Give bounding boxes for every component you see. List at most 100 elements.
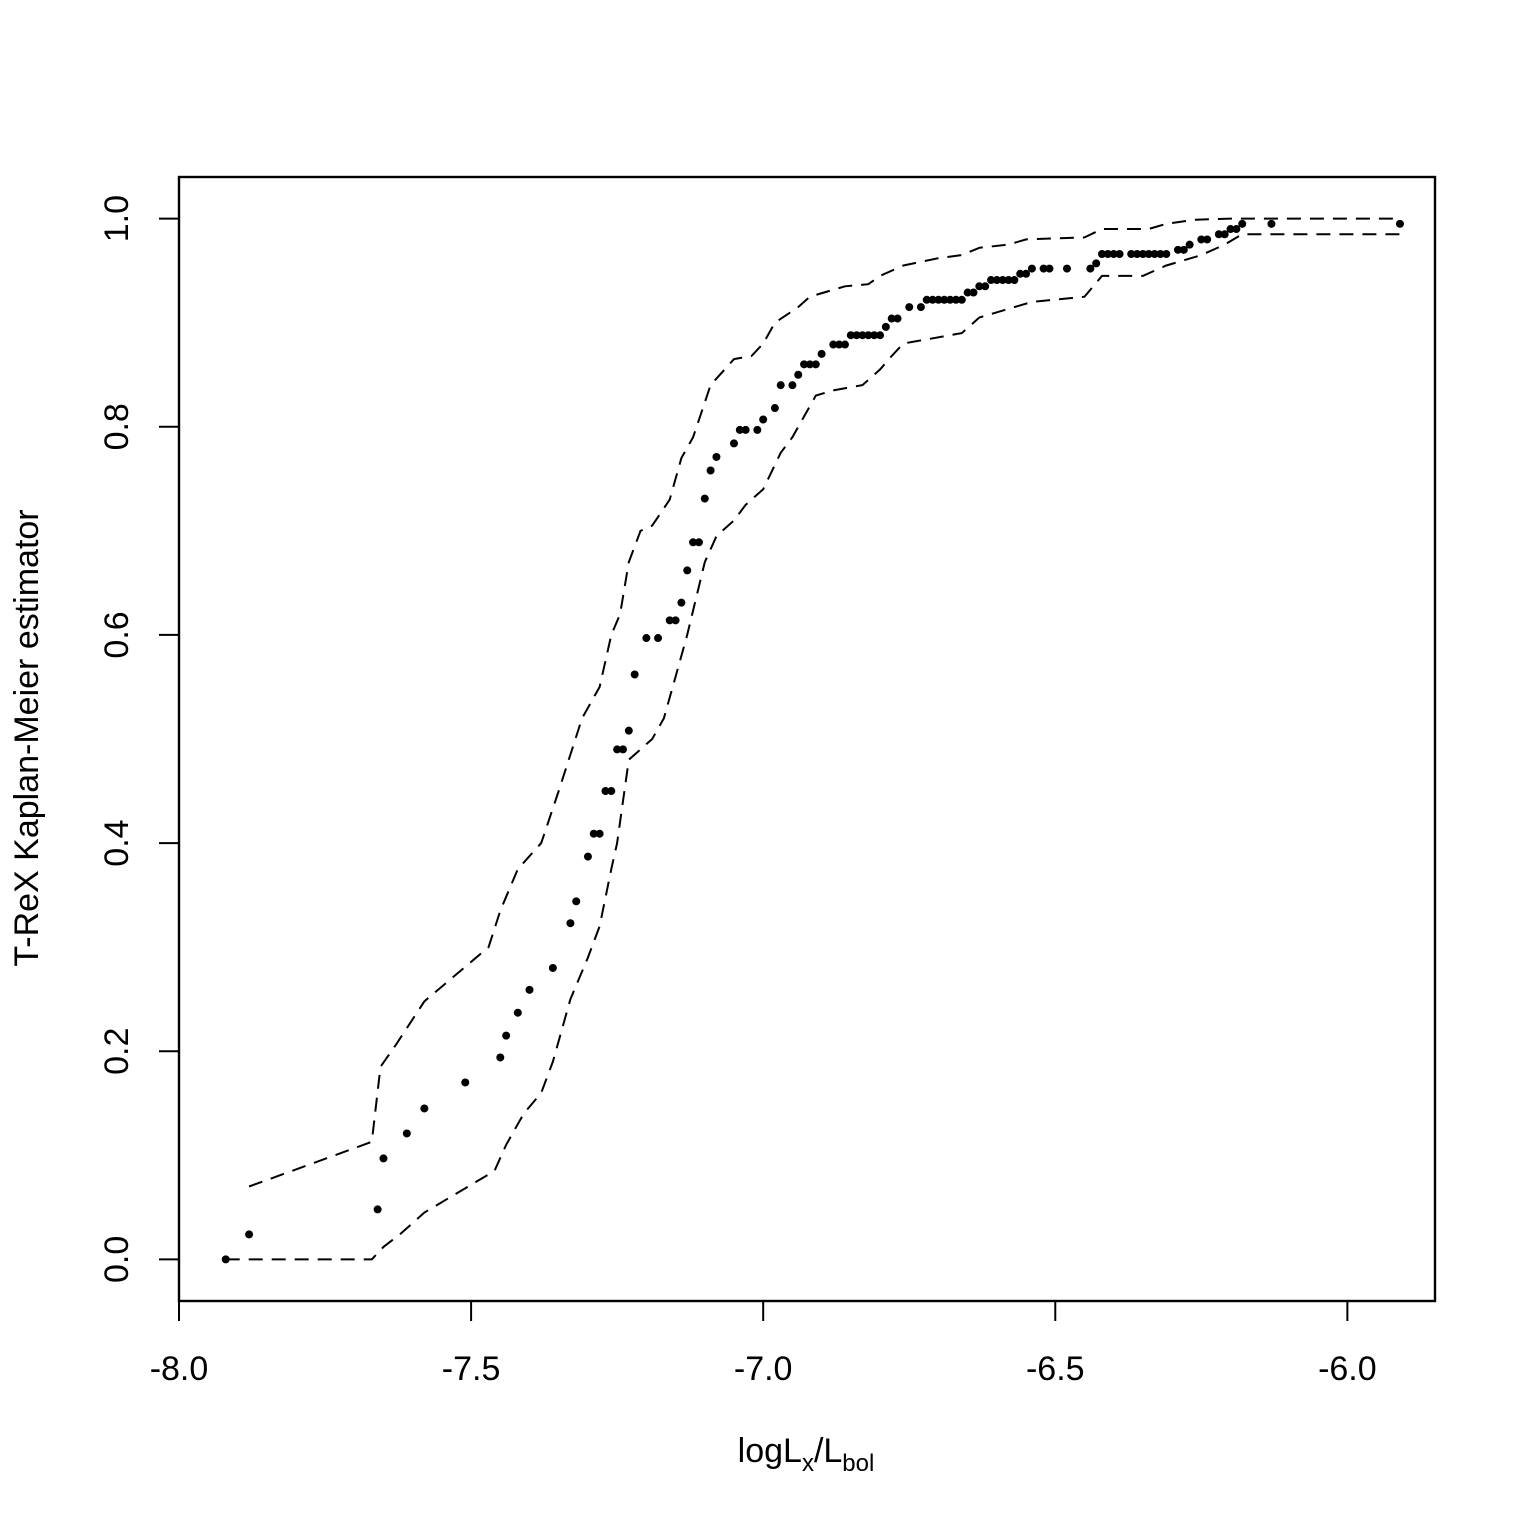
km-estimate-point: [951, 295, 960, 304]
km-estimate-point: [624, 726, 633, 735]
km-estimate-point: [858, 331, 867, 340]
km-estimate-point: [805, 360, 814, 369]
km-estimate-point: [753, 425, 762, 434]
km-estimate-point: [835, 340, 844, 349]
km-estimate-point: [420, 1104, 429, 1113]
km-estimate-point: [876, 331, 885, 340]
km-estimate-point: [1039, 264, 1048, 273]
km-estimate-point: [630, 670, 639, 679]
km-estimate-point: [1016, 269, 1025, 278]
km-estimate-point: [1086, 264, 1095, 273]
km-estimate-point: [642, 634, 651, 643]
km-estimate-point: [1027, 264, 1036, 273]
km-estimate-point: [864, 331, 873, 340]
km-estimate-point: [496, 1053, 505, 1062]
km-estimate-point: [1395, 219, 1404, 228]
km-estimate-point: [601, 787, 610, 796]
km-estimate-point: [940, 295, 949, 304]
km-estimate-point: [957, 295, 966, 304]
km-estimate-point: [1150, 250, 1159, 259]
km-estimate-point: [1062, 264, 1071, 273]
km-estimate-point: [461, 1078, 470, 1087]
km-estimate-point: [1144, 250, 1153, 259]
km-estimate-point: [1133, 250, 1142, 259]
km-estimate-point: [689, 538, 698, 547]
km-estimate-point: [788, 381, 797, 390]
km-estimate-point: [1103, 250, 1112, 259]
km-estimate-point: [572, 897, 581, 906]
km-estimate-point: [1203, 235, 1212, 244]
km-estimate-point: [379, 1154, 388, 1163]
km-estimate-point: [800, 360, 809, 369]
y-tick-label: 0.0: [98, 1236, 136, 1283]
km-estimate-point: [969, 288, 978, 297]
km-estimate-point: [893, 314, 902, 323]
km-estimate-point: [840, 340, 849, 349]
km-estimate-point: [502, 1031, 511, 1040]
x-tick-label: -6.5: [1026, 1350, 1085, 1388]
km-estimate-point: [1162, 250, 1171, 259]
km-estimate-point: [735, 425, 744, 434]
y-axis: 0.0 0.2 0.4 0.6 0.8 1.0: [98, 195, 180, 1283]
km-estimate-point: [905, 303, 914, 312]
x-tick-label: -7.0: [734, 1350, 793, 1388]
km-estimate-point: [245, 1230, 254, 1239]
km-estimate-point: [759, 415, 768, 424]
x-tick-label: -8.0: [150, 1350, 209, 1388]
km-estimate-point: [1267, 219, 1276, 228]
km-estimate-point: [665, 616, 674, 625]
confidence-band-line: [248, 217, 1400, 1188]
km-estimate-point: [694, 538, 703, 547]
km-estimate-point: [1156, 250, 1165, 259]
km-estimate-point: [928, 295, 937, 304]
km-estimate-point: [741, 425, 750, 434]
km-estimate-point: [566, 919, 575, 928]
km-estimate-point: [998, 276, 1007, 285]
km-estimate-point: [548, 963, 557, 972]
km-estimate-point: [525, 985, 534, 994]
y-tick-label: 0.2: [98, 1028, 136, 1075]
series-layer: [221, 217, 1404, 1264]
y-axis-title: T-ReX Kaplan-Meier estimator: [8, 509, 46, 966]
plot-frame: [177, 175, 1437, 1303]
km-estimate-point: [613, 745, 622, 754]
km-estimate-point: [373, 1205, 382, 1214]
km-estimate-point: [992, 276, 1001, 285]
x-tick-label: -6.0: [1318, 1350, 1377, 1388]
y-tick-label: 0.6: [98, 611, 136, 658]
km-estimate-point: [729, 439, 738, 448]
km-estimate-point: [402, 1129, 411, 1138]
km-estimate-point: [1173, 245, 1182, 254]
km-estimate-point: [963, 288, 972, 297]
km-estimate-point: [654, 634, 663, 643]
km-estimate-point: [981, 282, 990, 291]
km-estimate-point: [1115, 250, 1124, 259]
km-estimate-point: [881, 322, 890, 331]
km-estimate-point: [1098, 250, 1107, 259]
y-tick-label: 1.0: [98, 195, 136, 242]
km-estimate-point: [618, 745, 627, 754]
km-estimate-point: [1185, 240, 1194, 249]
km-estimate-point: [1092, 259, 1101, 268]
km-estimate-point: [1226, 225, 1235, 234]
km-estimate-point: [817, 349, 826, 358]
km-estimate-point: [1109, 250, 1118, 259]
km-estimate-point: [677, 598, 686, 607]
x-axis: -8.0 -7.5 -7.0 -6.5 -6.0: [150, 1300, 1377, 1388]
km-estimate-point: [671, 616, 680, 625]
km-estimate-point: [513, 1008, 522, 1017]
x-axis-title: logLx/Lbol: [738, 1432, 875, 1477]
km-estimate-point: [1004, 276, 1013, 285]
confidence-band-line: [225, 233, 1400, 1261]
km-estimate-point: [794, 370, 803, 379]
km-estimate-point: [870, 331, 879, 340]
km-estimate-point: [811, 360, 820, 369]
km-estimate-point: [1179, 245, 1188, 254]
km-estimate-point: [770, 404, 779, 413]
km-estimate-point: [712, 452, 721, 461]
km-estimate-point: [1220, 230, 1229, 239]
y-tick-label: 0.8: [98, 403, 136, 450]
km-estimate-point: [607, 787, 616, 796]
km-estimate-point: [946, 295, 955, 304]
km-estimate-point: [887, 314, 896, 323]
